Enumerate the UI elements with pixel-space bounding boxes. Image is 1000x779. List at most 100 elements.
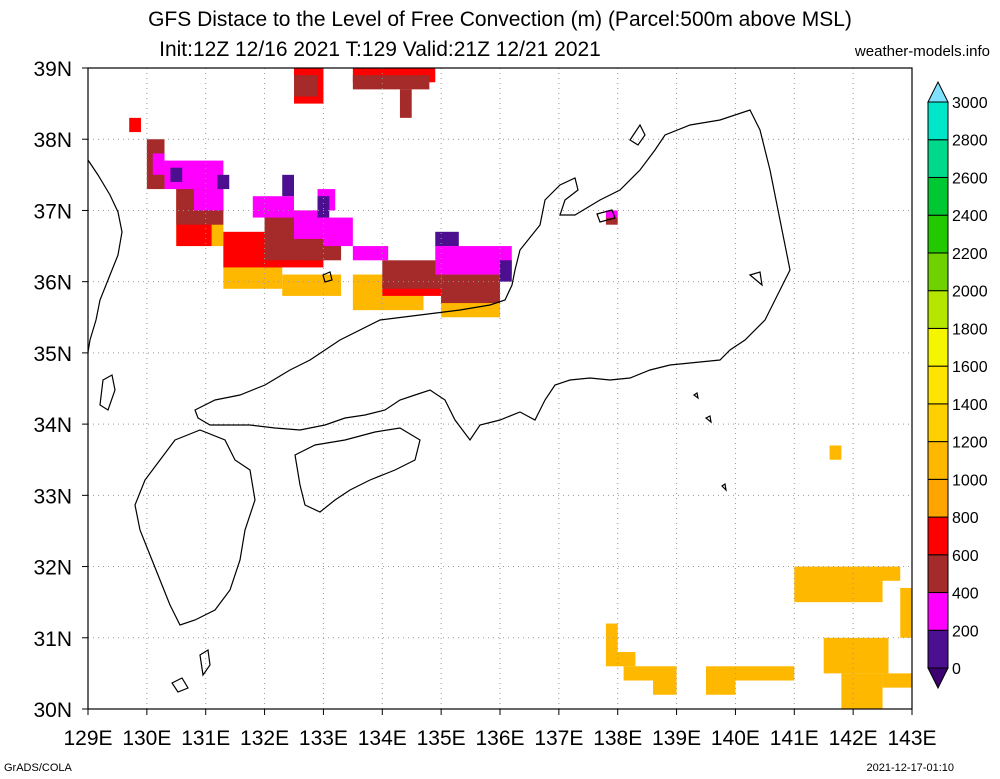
- lfc-cell: [435, 246, 512, 275]
- lfc-field-layer: [129, 68, 912, 709]
- colorbar-label: 3000: [952, 95, 988, 112]
- map-subtitle: Init:12Z 12/16 2021 T:129 Valid:21Z 12/2…: [159, 38, 601, 61]
- x-tick-label: 132E: [240, 727, 289, 750]
- site-credit: weather-models.info: [854, 43, 990, 60]
- lfc-cell: [323, 217, 353, 247]
- x-tick-label: 142E: [829, 727, 878, 750]
- x-tick-label: 134E: [358, 727, 407, 750]
- lfc-cell: [441, 274, 500, 304]
- lfc-cell: [706, 666, 795, 681]
- colorbar-swatch: [927, 139, 949, 178]
- izu-island: [721, 482, 727, 492]
- colorbar-swatch: [927, 290, 949, 329]
- lfc-cell: [170, 167, 183, 182]
- colorbar-arrow-high: [927, 80, 949, 103]
- lfc-cell: [706, 680, 736, 695]
- colorbar-swatch: [927, 441, 949, 480]
- y-tick-label: 33N: [33, 485, 72, 508]
- x-tick-label: 141E: [770, 727, 819, 750]
- x-tick-label: 138E: [593, 727, 642, 750]
- colorbar-swatch: [927, 252, 949, 292]
- colorbar-label: 2200: [952, 246, 988, 263]
- lfc-cell: [841, 673, 883, 709]
- oki-coast: [322, 271, 333, 283]
- software-credit: GrADS/COLA: [4, 762, 72, 774]
- noto-coast: [629, 123, 646, 146]
- lfc-cell: [605, 210, 618, 218]
- y-tick-label: 31N: [33, 628, 72, 651]
- x-tick-label: 136E: [475, 727, 524, 750]
- kyushu-coast: [134, 429, 256, 626]
- lfc-cell: [252, 196, 294, 218]
- map-title: GFS Distace to the Level of Free Convect…: [148, 8, 852, 31]
- colorbar-swatch: [927, 365, 949, 405]
- lfc-cell: [500, 260, 512, 282]
- korea-coast: [88, 159, 123, 353]
- x-tick-label: 131E: [181, 727, 230, 750]
- lfc-cell: [152, 153, 165, 175]
- lfc-cell: [282, 174, 294, 197]
- lfc-cell: [129, 117, 141, 133]
- colorbar-label: 1000: [952, 472, 988, 489]
- tanegashima-coast: [199, 648, 211, 677]
- lfc-cell: [605, 652, 636, 667]
- lfc-cell: [382, 260, 442, 289]
- honshu-coast: [194, 109, 791, 442]
- colorbar-label: 1200: [952, 435, 988, 452]
- colorbar-label: 2800: [952, 133, 988, 150]
- colorbar-swatch: [927, 403, 949, 443]
- shikoku-coast: [294, 427, 421, 513]
- colorbar-arrow-low: [927, 667, 949, 690]
- y-tick-label: 34N: [33, 414, 72, 437]
- y-tick-label: 32N: [33, 557, 72, 580]
- longitude-ticks: 129E 130E 131E 132E 133E 134E 135E 136E 137E 138E…: [63, 709, 937, 750]
- lfc-cell: [217, 174, 230, 190]
- y-tick-label: 35N: [33, 343, 72, 366]
- y-tick-label: 39N: [33, 58, 72, 81]
- lfc-cell: [294, 75, 318, 97]
- colorbar-label: 600: [952, 548, 979, 565]
- latitude-ticks: 30N 31N 32N 33N 34N 35N 36N 37N 38N 39N: [33, 58, 88, 722]
- lfc-cell: [623, 666, 677, 681]
- y-tick-label: 37N: [33, 200, 72, 223]
- colorbar-swatch: [927, 176, 949, 216]
- tsushima-coast: [99, 374, 116, 411]
- colorbar: 0 200 400 600 800 1000 1200 1400 1600 1800 2000 220…: [927, 80, 988, 690]
- colorbar-swatch: [927, 629, 949, 669]
- colorbar-label: 1600: [952, 359, 988, 376]
- x-tick-label: 135E: [417, 727, 466, 750]
- colorbar-swatch: [927, 592, 949, 631]
- x-tick-label: 130E: [122, 727, 171, 750]
- lfc-cell: [653, 680, 677, 695]
- x-tick-label: 129E: [63, 727, 112, 750]
- lfc-cell: [352, 75, 430, 90]
- izu-island: [704, 415, 712, 424]
- colorbar-label: 2000: [952, 284, 988, 301]
- lfc-cell: [900, 587, 912, 638]
- colorbar-label: 800: [952, 510, 979, 527]
- kinkasan-island: [748, 271, 763, 287]
- colorbar-label: 400: [952, 586, 979, 603]
- lfc-cell: [399, 89, 412, 118]
- colorbar-swatch: [927, 101, 949, 141]
- colorbar-swatch: [927, 478, 949, 518]
- lfc-cell: [829, 445, 842, 460]
- colorbar-swatch: [927, 327, 949, 367]
- colorbar-label: 200: [952, 623, 979, 640]
- y-tick-label: 30N: [33, 699, 72, 722]
- x-tick-label: 137E: [534, 727, 583, 750]
- y-tick-label: 38N: [33, 129, 72, 152]
- colorbar-swatch: [927, 516, 949, 556]
- y-tick-label: 36N: [33, 272, 72, 295]
- lfc-cell: [605, 217, 618, 225]
- yakushima-coast: [171, 677, 189, 693]
- lfc-cell: [282, 274, 342, 296]
- x-tick-label: 133E: [299, 727, 348, 750]
- sado-coast: [596, 209, 616, 223]
- x-tick-label: 143E: [887, 727, 936, 750]
- lfc-cell: [352, 246, 389, 261]
- colorbar-label: 0: [952, 661, 961, 678]
- lfc-cell: [193, 189, 224, 211]
- lfc-cell: [435, 231, 459, 247]
